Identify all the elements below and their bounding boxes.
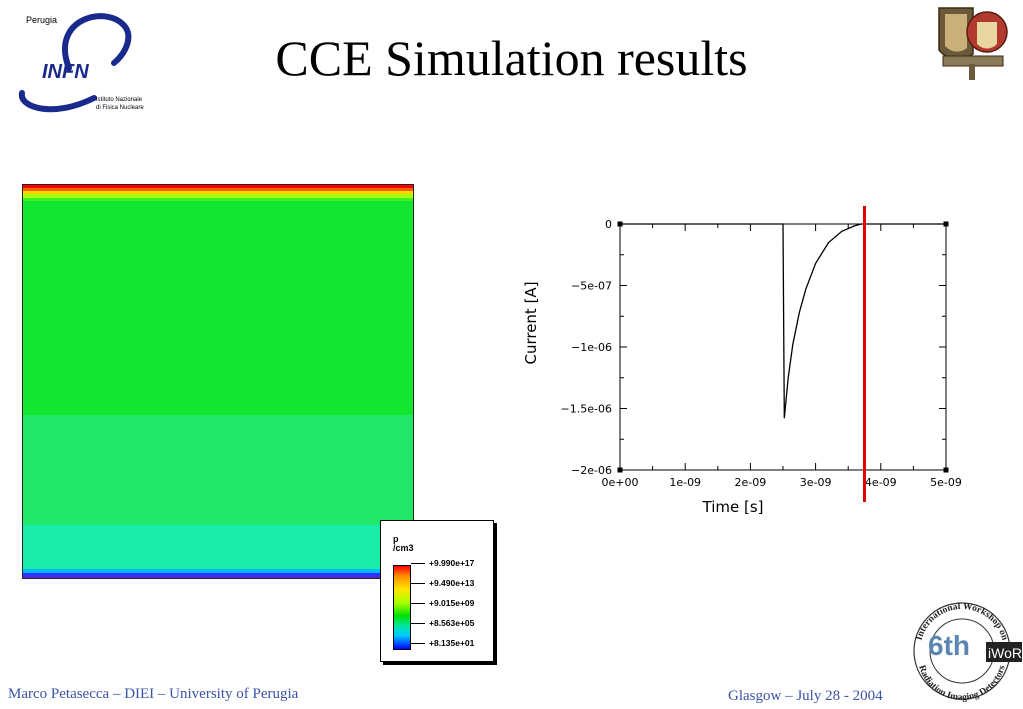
simulation-map [22,184,414,579]
svg-text:Radiation Imaging Detectors: Radiation Imaging Detectors [916,664,1008,703]
y-tick-label: 0 [605,218,612,231]
x-tick-label: 4e-09 [865,476,897,489]
x-axis-label: Time [s] [702,498,764,516]
iworid-ring-bottom: Radiation Imaging Detectors [916,664,1008,703]
legend-unit: p /cm3 [393,535,414,553]
infn-line2: di Fisica Nucleare [96,105,144,111]
current-time-chart: 0e+00 1e-09 2e-09 3e-09 4e-09 5e-09 0 −5e-07 −1e… [500,198,980,528]
legend-label: +9.015e+09 [429,598,474,608]
y-tick-label: −1.5e-06 [561,403,612,416]
infn-city: Perugia [26,15,57,25]
x-tick-label: 2e-09 [735,476,767,489]
legend-label: +9.990e+17 [429,558,474,568]
x-tick-label: 0e+00 [602,476,639,489]
footer-author: Marco Petasecca – DIEI – University of P… [8,686,298,703]
y-tick-label: −5e-07 [571,280,612,293]
legend-label: +8.563e+05 [429,618,474,628]
x-tick-label: 5e-09 [930,476,962,489]
legend-colorbar [393,565,411,650]
legend-label: +8.135e+01 [429,638,474,648]
current-series-line [620,224,946,418]
y-tick-label: −1e-06 [571,341,612,354]
iworid-edition: 6th [928,630,970,661]
iworid-logo: International Workshop on Radiation Imag… [902,598,1023,704]
x-tick-label: 1e-09 [669,476,701,489]
infn-logo: Perugia INFN Istituto Nazionale di Fisic… [14,8,154,118]
y-axis-label: Current [A] [522,281,540,364]
infn-line1: Istituto Nazionale [96,97,143,103]
legend-label: +9.490e+13 [429,578,474,588]
university-crest-icon [933,4,1013,82]
x-tick-label: 3e-09 [800,476,832,489]
y-tick-label: −2e-06 [571,464,612,477]
footer-location-date: Glasgow – July 28 - 2004 [728,688,883,705]
iworid-name: iWoRiD [988,645,1023,661]
color-legend: p /cm3 +9.990e+17 +9.490e+13 +9.015e+09 … [380,520,494,662]
infn-name: INFN [42,61,89,83]
